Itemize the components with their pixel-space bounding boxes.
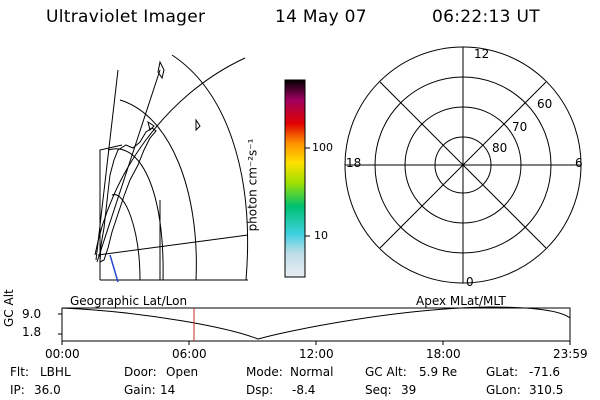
field-gcalt-key: GC Alt: <box>365 365 407 379</box>
instrument-title: Ultraviolet Imager <box>46 7 206 27</box>
lat-circle <box>171 54 249 281</box>
geographic-label: Geographic Lat/Lon <box>70 294 188 308</box>
lat-circle <box>111 194 141 281</box>
mlt-label-12: 12 <box>474 47 490 61</box>
time-tick: 12:00 <box>299 347 334 361</box>
field-seq-key: Seq: <box>365 383 392 397</box>
mlt-label-18: 18 <box>346 156 362 170</box>
time-tick: 23:59 <box>553 347 588 361</box>
field-dsp-value: -8.4 <box>292 383 316 397</box>
altitude-ytick-high: 9.0 <box>22 307 42 321</box>
field-glon-key: GLon: <box>486 383 521 397</box>
time-tick: 18:00 <box>426 347 461 361</box>
colorbar-tick-100: 100 <box>312 141 333 154</box>
field-ip-value: 36.0 <box>34 383 61 397</box>
earth-limb <box>94 57 246 256</box>
observation-time: 06:22:13 UT <box>432 7 540 27</box>
field-flt-value: LBHL <box>40 365 71 379</box>
colorbar-tick-10: 10 <box>314 229 328 242</box>
coastline <box>157 60 165 80</box>
mlt-label-0: 0 <box>466 275 474 289</box>
lat-circle <box>119 99 197 281</box>
field-gain-key: Gain: <box>124 383 156 397</box>
field-gcalt-value: 5.9 Re <box>419 365 458 379</box>
colorbar-scale <box>284 79 306 278</box>
altitude-curve <box>61 306 571 340</box>
satellite-track <box>109 254 119 283</box>
field-gain-value: 14 <box>160 383 176 397</box>
time-tick: 00:00 <box>45 347 80 361</box>
lon-line <box>97 234 249 256</box>
coastline <box>195 118 201 132</box>
field-glat-value: -71.6 <box>529 365 561 379</box>
coastline <box>99 127 157 263</box>
apex-label: Apex MLat/MLT <box>416 294 506 308</box>
mlt-label-6: 6 <box>575 156 583 170</box>
time-tick: 06:00 <box>172 347 207 361</box>
field-flt-key: Flt: <box>10 365 29 379</box>
field-dsp-key: Dsp: <box>246 383 274 397</box>
observation-date: 14 May 07 <box>275 7 367 27</box>
altitude-ylabel: GC Alt <box>2 289 16 327</box>
altitude-ytick-low: 1.8 <box>22 325 42 339</box>
mlat-label-70: 70 <box>512 120 528 134</box>
view-frame <box>99 144 123 280</box>
field-door-key: Door: <box>124 365 157 379</box>
field-door-value: Open <box>166 365 199 379</box>
field-seq-value: 39 <box>401 383 417 397</box>
field-mode-key: Mode: <box>246 365 283 379</box>
field-glat-key: GLat: <box>486 365 519 379</box>
coastline <box>147 120 155 131</box>
altitude-plot-frame <box>61 307 571 342</box>
mlat-label-60: 60 <box>537 97 553 111</box>
mlt-diagonal <box>379 81 547 249</box>
field-ip-key: IP: <box>10 383 25 397</box>
lon-line <box>96 69 161 263</box>
field-mode-value: Normal <box>290 365 334 379</box>
field-glon-value: 310.5 <box>529 383 564 397</box>
mlat-label-80: 80 <box>492 141 508 155</box>
